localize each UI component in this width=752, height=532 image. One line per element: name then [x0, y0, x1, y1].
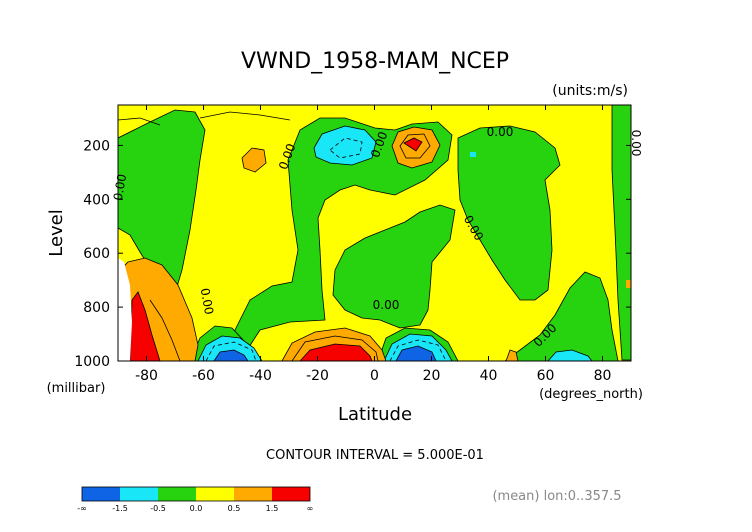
orange-region-small-north: [505, 349, 519, 361]
colorbar-swatch: [196, 487, 234, 501]
missing-data-region: [118, 258, 132, 361]
colorbar-tick-label: -1.5: [112, 504, 128, 513]
y-tick-label: 600: [83, 246, 110, 262]
x-units-label: (degrees_north): [539, 387, 643, 402]
y-axis-title: Level: [46, 209, 67, 257]
y-tick-label: 200: [83, 138, 110, 154]
x-tick-label: -20: [306, 368, 329, 384]
colorbar-swatch: [272, 487, 310, 501]
chart-title: VWND_1958-MAM_NCEP: [241, 49, 509, 74]
cyan-region-upper-south: [313, 125, 377, 166]
cyan-region-surface-north: [547, 349, 593, 361]
contour-label: 0.00: [629, 130, 643, 157]
colorbar-tick-label: 0.0: [190, 504, 203, 513]
green-region-midlat-south: [227, 117, 453, 361]
green-region-north-midlat: [457, 125, 561, 301]
negative-contour: [389, 339, 447, 361]
negative-contour: [205, 341, 257, 361]
x-tick-label: 40: [480, 368, 498, 384]
colorbar-frame: [81, 486, 311, 502]
colorbar-swatch: [82, 487, 120, 501]
orange-region-edge-north: [626, 280, 631, 288]
colorbar-tick-label: -0.5: [150, 504, 166, 513]
green-region-north-surface: [504, 271, 619, 361]
plot-area: 0.00 0.00 0.00 0.00 0.00 0.00 0.00 0.00 …: [111, 104, 643, 362]
x-axis: -80 -60 -40 -20 0 20 40 60 80: [135, 105, 611, 384]
y-axis: 200 400 600 800 1000: [74, 138, 631, 370]
y-tick-label: 800: [83, 300, 110, 316]
contour-upper-edge: [118, 111, 291, 126]
x-tick-label: -60: [192, 368, 215, 384]
green-region-south-pole: [118, 109, 206, 291]
blue-region-surface-tropic: [395, 345, 437, 361]
x-tick-label: 20: [423, 368, 441, 384]
x-tick-label: 60: [537, 368, 555, 384]
colorbar-tick-label: 0.5: [228, 504, 241, 513]
negative-contour: [329, 137, 363, 159]
positive-contour: [149, 299, 181, 361]
orange-region-upper-south: [241, 147, 267, 173]
contour-label: 0.00: [198, 287, 216, 316]
contour-interval-label: CONTOUR INTERVAL = 5.000E-01: [266, 448, 484, 463]
red-region-south-pole: [129, 291, 161, 361]
colorbar-swatch: [120, 487, 158, 501]
colorbar-tick-label: 1.5: [266, 504, 279, 513]
x-tick-label: 0: [370, 368, 379, 384]
positive-contour: [399, 133, 431, 159]
colorbar: -∞ -1.5 -0.5 0.0 0.5 1.5 ∞: [77, 486, 314, 513]
x-tick-label: 80: [594, 368, 612, 384]
green-region-north-pole: [611, 105, 631, 361]
cyan-region-surface-south: [197, 335, 263, 361]
blue-region-surface-south: [213, 349, 249, 361]
red-region-upper-tropic: [403, 137, 423, 152]
y-tick-label: 400: [83, 192, 110, 208]
contour-label: 0.00: [373, 298, 400, 312]
units-label: (units:m/s): [552, 83, 628, 99]
y-units-label: (millibar): [47, 381, 106, 396]
colorbar-tick-label: -∞: [77, 504, 87, 513]
x-tick-label: -80: [135, 368, 158, 384]
contour-label: 0.00: [487, 125, 514, 139]
colorbar-tick-label: ∞: [307, 504, 314, 513]
colorbar-swatch: [234, 487, 272, 501]
green-region-tropics: [332, 204, 456, 329]
y-tick-label: 1000: [74, 354, 110, 370]
cyan-region-small-north: [470, 152, 476, 157]
x-tick-label: -40: [249, 368, 272, 384]
colorbar-swatch: [158, 487, 196, 501]
contour-label: 0.00: [111, 173, 129, 202]
x-axis-title: Latitude: [338, 404, 412, 425]
positive-contour: [291, 335, 379, 361]
footer-label: (mean) lon:0..357.5: [492, 489, 621, 504]
